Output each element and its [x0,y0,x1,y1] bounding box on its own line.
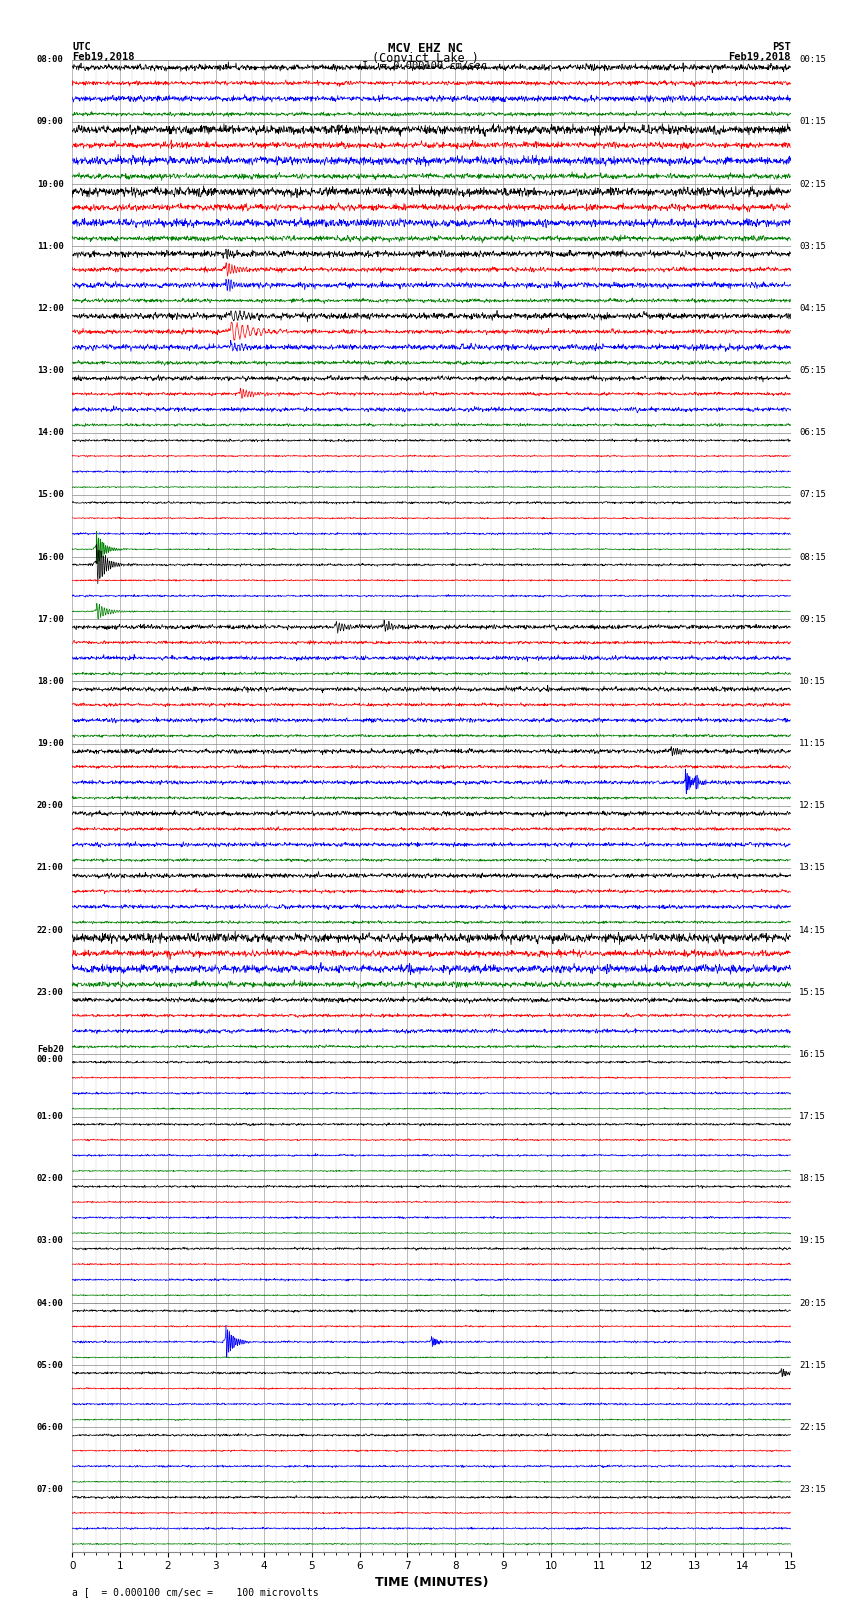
Text: 15:15: 15:15 [799,987,826,997]
Text: 21:00: 21:00 [37,863,64,873]
Text: 16:15: 16:15 [799,1050,826,1058]
X-axis label: TIME (MINUTES): TIME (MINUTES) [375,1576,488,1589]
Text: 11:15: 11:15 [799,739,826,748]
Text: 07:00: 07:00 [37,1486,64,1494]
Text: 02:00: 02:00 [37,1174,64,1184]
Text: 18:15: 18:15 [799,1174,826,1184]
Text: 06:15: 06:15 [799,427,826,437]
Text: 14:15: 14:15 [799,926,826,934]
Text: 23:15: 23:15 [799,1486,826,1494]
Text: 23:00: 23:00 [37,987,64,997]
Text: 03:15: 03:15 [799,242,826,250]
Text: a [  = 0.000100 cm/sec =    100 microvolts: a [ = 0.000100 cm/sec = 100 microvolts [72,1587,319,1597]
Text: 01:00: 01:00 [37,1111,64,1121]
Text: 09:00: 09:00 [37,118,64,126]
Text: 06:00: 06:00 [37,1423,64,1432]
Text: 15:00: 15:00 [37,490,64,500]
Text: 14:00: 14:00 [37,427,64,437]
Text: I  = 0.000100 cm/sec: I = 0.000100 cm/sec [362,61,488,71]
Text: 16:00: 16:00 [37,553,64,561]
Text: 08:15: 08:15 [799,553,826,561]
Text: PST: PST [772,42,791,52]
Text: 22:00: 22:00 [37,926,64,934]
Text: 10:00: 10:00 [37,179,64,189]
Text: 04:00: 04:00 [37,1298,64,1308]
Text: UTC: UTC [72,42,91,52]
Text: 08:00: 08:00 [37,55,64,65]
Text: 13:00: 13:00 [37,366,64,374]
Text: 03:00: 03:00 [37,1237,64,1245]
Text: 04:15: 04:15 [799,303,826,313]
Text: 17:15: 17:15 [799,1111,826,1121]
Text: 05:00: 05:00 [37,1361,64,1369]
Text: Feb19,2018: Feb19,2018 [728,52,791,61]
Text: 18:00: 18:00 [37,677,64,686]
Text: 09:15: 09:15 [799,615,826,624]
Text: 22:15: 22:15 [799,1423,826,1432]
Text: 19:00: 19:00 [37,739,64,748]
Text: 07:15: 07:15 [799,490,826,500]
Text: 11:00: 11:00 [37,242,64,250]
Text: 12:15: 12:15 [799,802,826,810]
Text: 21:15: 21:15 [799,1361,826,1369]
Text: 12:00: 12:00 [37,303,64,313]
Text: (Convict Lake ): (Convict Lake ) [371,52,479,65]
Text: 20:15: 20:15 [799,1298,826,1308]
Text: 02:15: 02:15 [799,179,826,189]
Text: 00:15: 00:15 [799,55,826,65]
Text: 05:15: 05:15 [799,366,826,374]
Text: 17:00: 17:00 [37,615,64,624]
Text: Feb19,2018: Feb19,2018 [72,52,135,61]
Text: MCV EHZ NC: MCV EHZ NC [388,42,462,55]
Text: 13:15: 13:15 [799,863,826,873]
Text: Feb20
00:00: Feb20 00:00 [37,1045,64,1065]
Text: 19:15: 19:15 [799,1237,826,1245]
Text: 01:15: 01:15 [799,118,826,126]
Text: 10:15: 10:15 [799,677,826,686]
Text: 20:00: 20:00 [37,802,64,810]
